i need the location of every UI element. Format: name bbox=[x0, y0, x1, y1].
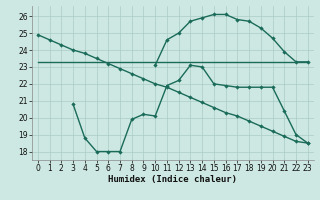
X-axis label: Humidex (Indice chaleur): Humidex (Indice chaleur) bbox=[108, 175, 237, 184]
